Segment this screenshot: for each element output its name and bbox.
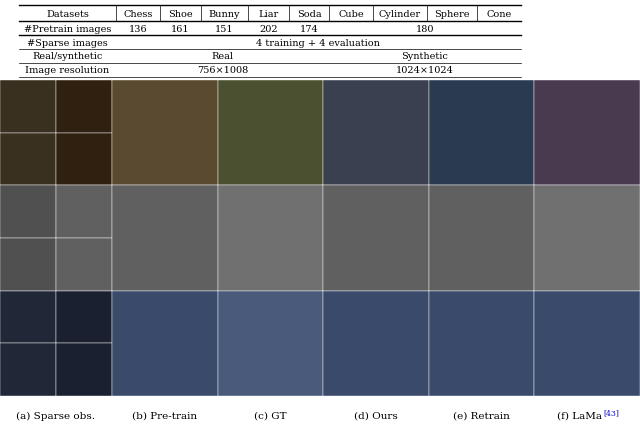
Text: 151: 151 [215,25,234,34]
Text: (f) LaMa: (f) LaMa [557,411,605,420]
Text: 180: 180 [416,25,435,34]
Text: Real/synthetic: Real/synthetic [33,52,103,61]
Text: (e) Retrain: (e) Retrain [453,411,510,420]
Text: Sphere: Sphere [434,10,470,19]
Text: Cylinder: Cylinder [379,10,421,19]
Text: #Pretrain images: #Pretrain images [24,25,111,34]
Text: 4 training + 4 evaluation: 4 training + 4 evaluation [257,38,380,47]
Text: (b) Pre-train: (b) Pre-train [132,411,197,420]
Text: #Sparse images: #Sparse images [27,38,108,47]
Text: Synthetic: Synthetic [402,52,449,61]
Text: Real: Real [212,52,234,61]
Text: Chess: Chess [124,10,153,19]
Text: 174: 174 [300,25,318,34]
Text: 202: 202 [259,25,278,34]
Text: 161: 161 [171,25,190,34]
Text: 756×1008: 756×1008 [197,66,248,75]
Text: Datasets: Datasets [46,10,89,19]
Text: Soda: Soda [297,10,321,19]
Text: 1024×1024: 1024×1024 [396,66,454,75]
Text: Image resolution: Image resolution [26,66,109,75]
Text: (c) GT: (c) GT [254,411,287,420]
Text: 136: 136 [129,25,147,34]
Text: Cube: Cube [339,10,364,19]
Text: Shoe: Shoe [168,10,193,19]
Text: (a) Sparse obs.: (a) Sparse obs. [17,411,95,420]
Text: (d) Ours: (d) Ours [354,411,398,420]
Text: Bunny: Bunny [209,10,240,19]
Text: [43]: [43] [604,408,619,416]
Text: Cone: Cone [486,10,511,19]
Text: Liar: Liar [258,10,278,19]
